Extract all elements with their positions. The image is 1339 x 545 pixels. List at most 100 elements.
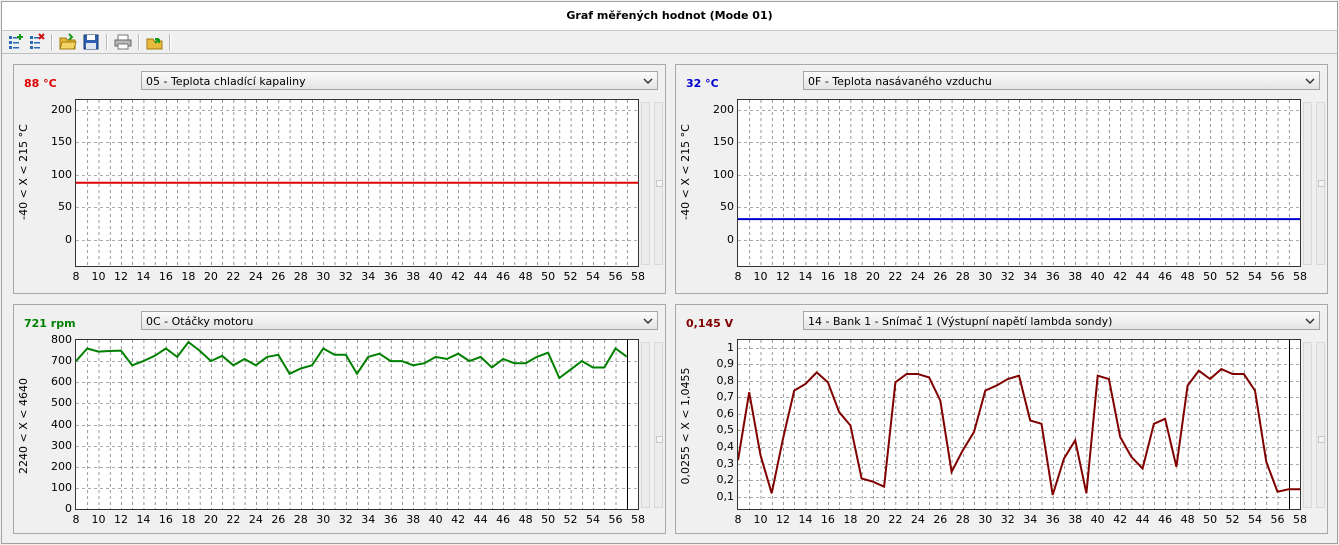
scrollbar-thumb[interactable] <box>656 180 663 187</box>
y-tick-label: 50 <box>720 200 734 214</box>
x-tick-label: 10 <box>91 270 106 283</box>
y-tick-label: 0,1 <box>716 489 735 503</box>
x-tick-label: 20 <box>203 513 218 526</box>
chevron-down-icon <box>1304 314 1316 327</box>
x-tick-label: 34 <box>1023 270 1038 283</box>
y-tick-label: 0,3 <box>716 456 735 470</box>
scrollbar-left[interactable] <box>1303 102 1312 265</box>
x-tick-label: 36 <box>1045 513 1060 526</box>
chart-plot-area <box>75 339 639 510</box>
x-tick-label: 8 <box>72 270 80 283</box>
x-tick-label: 50 <box>1203 513 1218 526</box>
pid-select-value: 0F - Teplota nasávaného vzduchu <box>808 75 992 88</box>
x-tick-label: 20 <box>203 270 218 283</box>
chart-plot-area <box>737 339 1301 510</box>
x-tick-label: 10 <box>753 513 768 526</box>
x-tick-label: 30 <box>978 513 993 526</box>
x-tick-label: 30 <box>316 513 331 526</box>
chart-svg <box>738 340 1300 509</box>
y-range-label: -40 < X < 215 °C <box>17 124 30 220</box>
x-tick-label: 30 <box>316 270 331 283</box>
chart-svg <box>738 100 1300 266</box>
pid-select-value: 0C - Otáčky motoru <box>146 315 254 328</box>
x-tick-label: 12 <box>775 513 790 526</box>
current-value: 32 °C <box>686 77 719 90</box>
x-tick-label: 54 <box>1248 270 1263 283</box>
x-tick-label: 10 <box>91 513 106 526</box>
x-tick-label: 36 <box>383 270 398 283</box>
scrollbar-left[interactable] <box>641 102 650 265</box>
x-tick-label: 24 <box>910 513 925 526</box>
y-tick-label: 0,8 <box>716 373 735 387</box>
pid-select-value: 05 - Teplota chladící kapaliny <box>146 75 306 88</box>
x-tick-label: 56 <box>1270 270 1285 283</box>
scrollbar-right[interactable] <box>654 102 663 265</box>
y-range-label: 0,0255 < X < 1,0455 <box>679 367 692 485</box>
y-range-label: 2240 < X < 4640 <box>17 378 30 474</box>
x-tick-label: 20 <box>865 513 880 526</box>
scrollbar-right[interactable] <box>1316 102 1325 265</box>
x-tick-label: 18 <box>843 270 858 283</box>
remove-graph-icon[interactable] <box>28 33 46 51</box>
x-tick-label: 12 <box>113 270 128 283</box>
chevron-down-icon <box>642 74 654 87</box>
x-tick-label: 34 <box>1023 513 1038 526</box>
x-tick-label: 54 <box>586 270 601 283</box>
y-tick-label: 100 <box>713 167 734 181</box>
add-graph-icon[interactable] <box>7 33 25 51</box>
toolbar-separator <box>51 34 53 50</box>
x-tick-label: 10 <box>753 270 768 283</box>
y-tick-label: 0,7 <box>716 390 735 404</box>
open-folder-icon[interactable] <box>59 33 77 51</box>
x-tick-label: 48 <box>518 270 533 283</box>
x-tick-label: 38 <box>406 270 421 283</box>
scrollbar-thumb[interactable] <box>1318 180 1325 187</box>
x-tick-label: 18 <box>181 513 196 526</box>
pid-select[interactable]: 0C - Otáčky motoru <box>141 311 658 330</box>
toolbar-separator <box>138 34 140 50</box>
toolbar-separator <box>106 34 108 50</box>
scrollbar-right[interactable] <box>654 342 663 508</box>
x-tick-label: 42 <box>451 513 466 526</box>
x-tick-label: 46 <box>496 270 511 283</box>
y-tick-label: 800 <box>51 333 72 346</box>
scrollbar-left[interactable] <box>641 342 650 508</box>
x-tick-label: 28 <box>955 513 970 526</box>
x-tick-label: 50 <box>1203 270 1218 283</box>
x-tick-label: 46 <box>1158 270 1173 283</box>
scrollbar-left[interactable] <box>1303 342 1312 508</box>
x-tick-label: 58 <box>1293 513 1307 526</box>
x-tick-label: 40 <box>1090 270 1105 283</box>
x-tick-label: 58 <box>631 270 645 283</box>
current-value: 0,145 V <box>686 317 734 330</box>
x-tick-label: 14 <box>798 513 813 526</box>
save-disk-icon[interactable] <box>82 33 100 51</box>
scrollbar-thumb[interactable] <box>656 436 663 443</box>
x-tick-label: 24 <box>248 513 263 526</box>
export-icon[interactable] <box>146 33 164 51</box>
y-tick-label: 0,4 <box>716 439 735 453</box>
chevron-down-icon <box>642 314 654 327</box>
x-tick-label: 20 <box>865 270 880 283</box>
y-tick-label: 0 <box>65 232 72 246</box>
window-title: Graf měřených hodnot (Mode 01) <box>2 2 1337 31</box>
scrollbar-thumb[interactable] <box>1318 436 1325 443</box>
current-value: 88 °C <box>24 77 57 90</box>
toolbar-separator <box>169 34 171 50</box>
pid-select[interactable]: 14 - Bank 1 - Snímač 1 (Výstupní napětí … <box>803 311 1320 330</box>
scrollbar-right[interactable] <box>1316 342 1325 508</box>
pid-select-value: 14 - Bank 1 - Snímač 1 (Výstupní napětí … <box>808 315 1113 328</box>
x-tick-label: 48 <box>1180 513 1195 526</box>
x-tick-label: 22 <box>888 513 903 526</box>
x-tick-label: 22 <box>226 270 241 283</box>
x-tick-label: 26 <box>271 513 286 526</box>
print-icon[interactable] <box>114 33 132 51</box>
x-tick-label: 56 <box>608 270 623 283</box>
x-tick-label: 14 <box>136 270 151 283</box>
graph-panel-coolant-temp: 88 °C 05 - Teplota chladící kapaliny -40… <box>13 64 666 294</box>
x-tick-label: 46 <box>496 513 511 526</box>
pid-select[interactable]: 0F - Teplota nasávaného vzduchu <box>803 71 1320 90</box>
x-tick-label: 14 <box>798 270 813 283</box>
x-tick-label: 40 <box>1090 513 1105 526</box>
pid-select[interactable]: 05 - Teplota chladící kapaliny <box>141 71 658 90</box>
